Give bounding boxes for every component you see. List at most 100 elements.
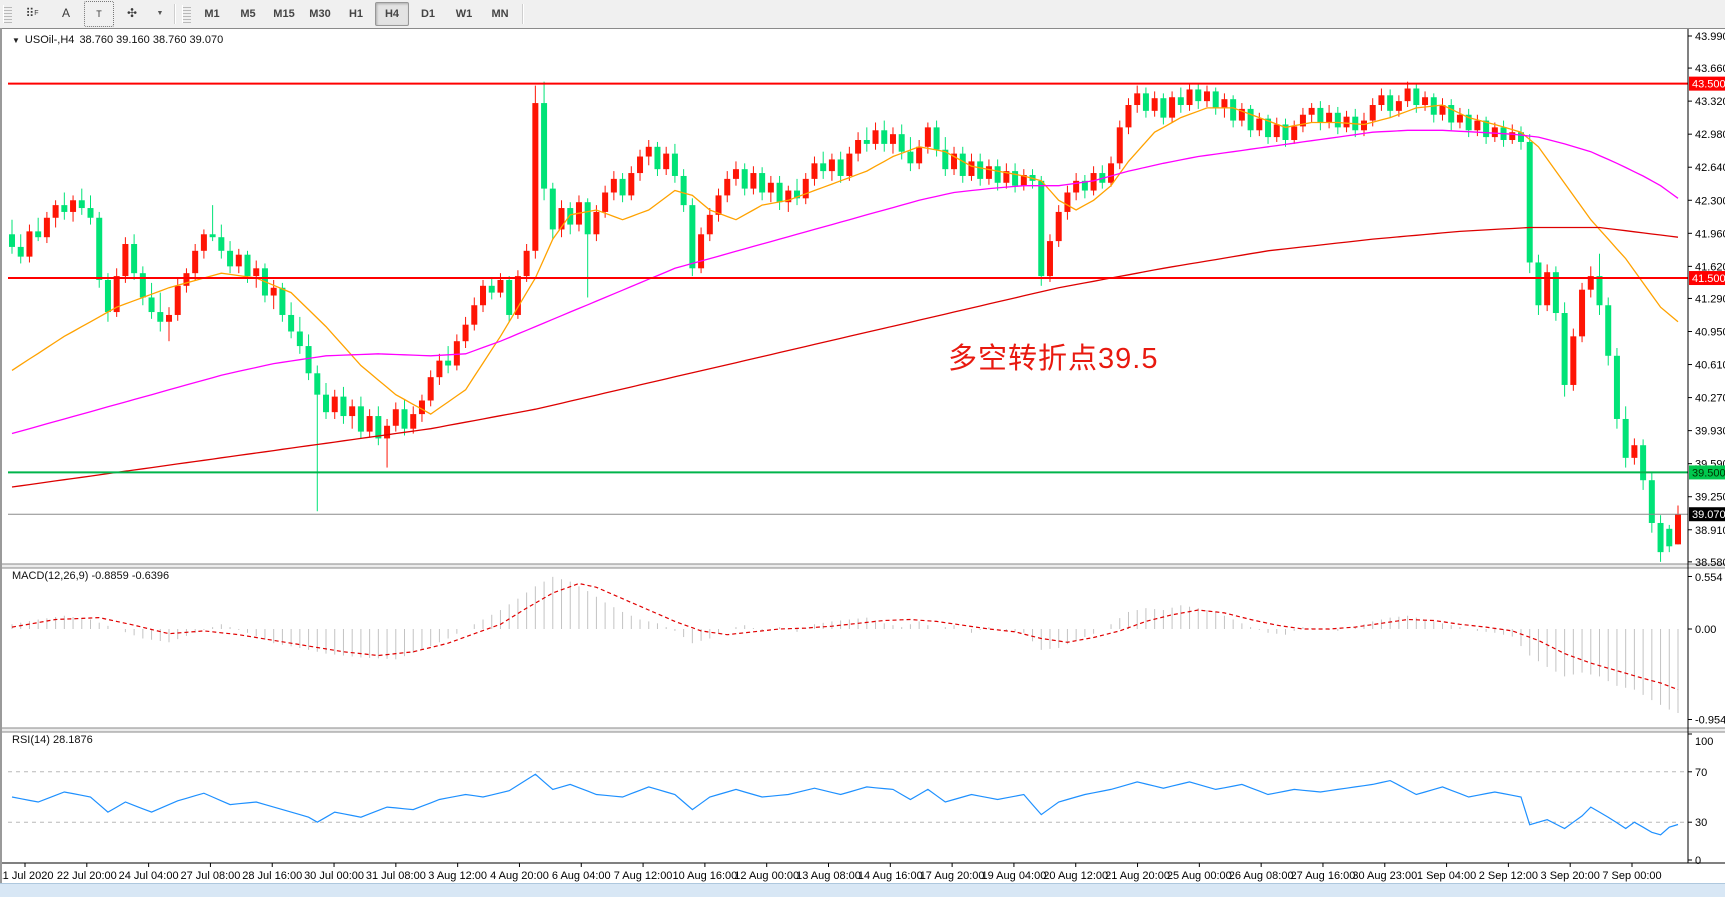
candle-body [951, 153, 958, 170]
candle-body [9, 234, 15, 247]
candle-body [480, 285, 487, 306]
candle-body [1299, 114, 1306, 127]
candle-body [1134, 93, 1141, 106]
candle-body [61, 205, 68, 212]
candle-body [855, 140, 862, 154]
candle-body [122, 244, 129, 277]
candle-body [1526, 141, 1533, 263]
toolbar-grip-handle[interactable] [3, 5, 12, 23]
candle-body [436, 360, 443, 378]
timeframe-button-h4[interactable]: H4 [375, 2, 409, 26]
symbol-quote-label[interactable]: ▼ USOil-,H4 38.760 39.160 38.760 39.070 [12, 34, 223, 46]
chart-text-annotation[interactable]: 多空转折点39.5 [948, 343, 1159, 375]
candle-body [785, 190, 792, 203]
candle-body [1046, 241, 1053, 277]
chart-window[interactable]: 43.990 43.660 43.320 42.980 42.640 42.300 41.9… [0, 28, 1725, 884]
candle-body [453, 341, 460, 366]
candle-body [933, 127, 940, 150]
expert-grid-icon[interactable]: ⠿ F [25, 6, 39, 20]
candle-body [401, 409, 408, 429]
time-tick-label: 13 Aug 08:00 [796, 870, 861, 882]
objects-dropdown-caret[interactable]: ▼ [156, 9, 164, 17]
time-tick-label: 25 Aug 00:00 [1167, 870, 1232, 882]
candle-body [497, 279, 504, 293]
price-tag-41.500 [1689, 271, 1725, 286]
candle-body [70, 200, 77, 212]
candle-body [584, 202, 591, 235]
candle-body [279, 287, 286, 315]
price-chart-svg[interactable]: 43.990 43.660 43.320 42.980 42.640 42.300 41.9… [0, 29, 1725, 884]
ma-mid-magenta [11, 129, 1679, 435]
candle-body [192, 250, 199, 274]
candle-body [1334, 112, 1341, 128]
timeframe-button-h1[interactable]: H1 [348, 8, 364, 20]
candle-body [340, 396, 347, 417]
candle-body [1640, 445, 1647, 481]
time-tick-label: 6 Aug 04:00 [552, 870, 611, 882]
candle-body [113, 276, 120, 313]
candle-body [418, 400, 425, 415]
timeframe-button-mn[interactable]: MN [491, 8, 509, 20]
candle-body [541, 103, 548, 189]
candle-body [1020, 174, 1027, 186]
time-tick-label: 3 Sep 20:00 [1541, 870, 1600, 882]
candle-body [968, 161, 975, 176]
symbol-dropdown-icon[interactable]: ▼ [12, 35, 20, 45]
candle-body [1622, 418, 1629, 458]
candle-body [1081, 180, 1088, 191]
chart-canvas[interactable]: 43.990 43.660 43.320 42.980 42.640 42.300 41.9… [0, 29, 1725, 889]
candle-body [1073, 180, 1080, 193]
candle-body [567, 208, 574, 225]
candle-body [680, 175, 687, 206]
toolbar-grip-handle-2[interactable] [182, 5, 191, 23]
price-tick-label: 42.640 [1695, 162, 1725, 174]
candle-body [924, 127, 931, 147]
window-bottom-strip [0, 883, 1725, 897]
macd-tick-label: 0.00 [1695, 624, 1716, 636]
candle-body [1282, 124, 1289, 141]
timeframe-button-m5[interactable]: M5 [240, 8, 256, 20]
candle-body [732, 169, 739, 179]
timeframe-button-d1[interactable]: D1 [420, 8, 436, 20]
candle-body [26, 231, 33, 257]
candle-body [837, 159, 844, 176]
candle-body [1404, 88, 1411, 102]
time-tick-label: 26 Aug 08:00 [1229, 870, 1294, 882]
timeframe-button-m1[interactable]: M1 [204, 8, 220, 20]
timeframe-button-m15[interactable]: M15 [273, 8, 295, 20]
candle-body [323, 394, 330, 413]
text-tool-icon[interactable]: T [84, 1, 114, 27]
candle-body [1064, 192, 1071, 212]
timeframe-button-w1[interactable]: W1 [455, 8, 473, 20]
price-tick-label: 38.910 [1695, 525, 1725, 537]
timeframe-button-m30[interactable]: M30 [309, 8, 331, 20]
candle-body [35, 231, 42, 238]
price-tick-label: 41.960 [1695, 228, 1725, 240]
candle-body [985, 166, 992, 179]
time-tick-label: 19 Aug 04:00 [982, 870, 1047, 882]
time-tick-label: 3 Aug 12:00 [428, 870, 487, 882]
candle-body [846, 153, 853, 176]
candle-body [1256, 118, 1263, 131]
candle-body [1387, 95, 1394, 111]
ma-slow-red [11, 226, 1679, 488]
cursor-a-icon[interactable]: A [61, 6, 70, 20]
candle-body [314, 373, 321, 395]
price-tick-label: 40.950 [1695, 326, 1725, 338]
candle-body [1561, 313, 1568, 385]
candle-body [506, 279, 513, 315]
panel-splitter[interactable] [0, 728, 1725, 732]
panel-splitter[interactable] [0, 564, 1725, 568]
time-tick-label: 12 Aug 00:00 [734, 870, 799, 882]
price-tick-label: 42.300 [1695, 195, 1725, 207]
candle-body [1160, 98, 1167, 118]
objects-arrows-icon[interactable]: ✣ [126, 6, 138, 20]
candle-body [514, 276, 521, 315]
candle-body [724, 178, 731, 196]
candle-body [628, 173, 635, 196]
candle-body [1055, 211, 1062, 242]
candle-body [1483, 120, 1490, 138]
candle-body [872, 130, 879, 144]
candle-body [1395, 101, 1402, 111]
